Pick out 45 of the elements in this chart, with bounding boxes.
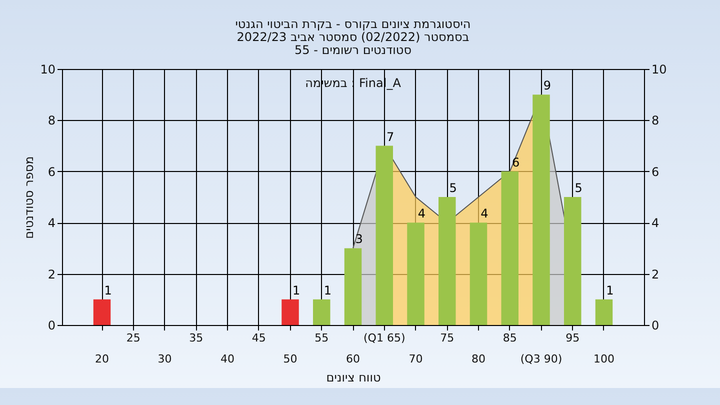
- y-tick-label: 0: [48, 318, 56, 332]
- x-tick-label: 100: [593, 352, 614, 366]
- text: היסטוגרמת ציונים בקורס - בקרת הביטוי הגנטי: [235, 17, 471, 31]
- data-label: 1: [324, 283, 332, 298]
- x-tick-label: (Q1 65): [364, 332, 406, 344]
- data-label: 5: [574, 181, 582, 195]
- y2-tick-label: 4: [652, 216, 660, 230]
- data-label: 5: [449, 181, 457, 195]
- x-tick-label: 55: [314, 332, 329, 344]
- text: סטודנטים רשומים - 55: [294, 43, 412, 57]
- data-label: 1: [606, 283, 614, 298]
- x-tick-label: 35: [189, 332, 204, 344]
- x-tick-label: 70: [408, 352, 423, 366]
- data-label: 7: [386, 130, 394, 144]
- data-label: 4: [418, 206, 426, 221]
- data-label: 1: [104, 283, 112, 298]
- x-tick-label: 50: [283, 352, 298, 366]
- y2-tick-label: 0: [652, 318, 660, 332]
- x-tick-label: 40: [220, 352, 234, 366]
- y-tick-label: 6: [48, 164, 56, 179]
- x-tick-label: 60: [346, 352, 360, 366]
- x-tick-label: 95: [566, 332, 580, 344]
- x-axis-title: טווח ציונים: [326, 370, 381, 384]
- data-label: 1: [292, 283, 300, 298]
- x-tick-label: (Q3 90): [520, 352, 562, 366]
- y2-tick-label: 8: [652, 114, 660, 128]
- y-tick-label: 4: [48, 216, 56, 230]
- y2-tick-label: 10: [652, 62, 667, 76]
- y-tick-label: 8: [48, 114, 56, 128]
- data-label: 9: [543, 78, 552, 93]
- y2-tick-label: 6: [652, 164, 660, 179]
- x-tick-label: 30: [158, 352, 172, 366]
- x-tick-label: 80: [472, 352, 486, 366]
- y-tick-label: 2: [48, 267, 56, 282]
- data-label: 4: [480, 206, 488, 221]
- x-tick-label: 45: [252, 332, 266, 344]
- x-tick-label: 20: [95, 352, 110, 366]
- y-tick-label: 10: [40, 62, 56, 76]
- x-tick-label: 25: [126, 332, 140, 344]
- data-label: 3: [355, 232, 363, 246]
- x-tick-label: 85: [502, 332, 517, 344]
- y2-tick-label: 2: [652, 267, 660, 282]
- y-axis-title: מספר סטודנטים: [22, 156, 36, 239]
- text: בסמסטר (02/2022) סמסטר אביב 2022/23: [236, 30, 470, 44]
- x-tick-label: 75: [440, 332, 454, 344]
